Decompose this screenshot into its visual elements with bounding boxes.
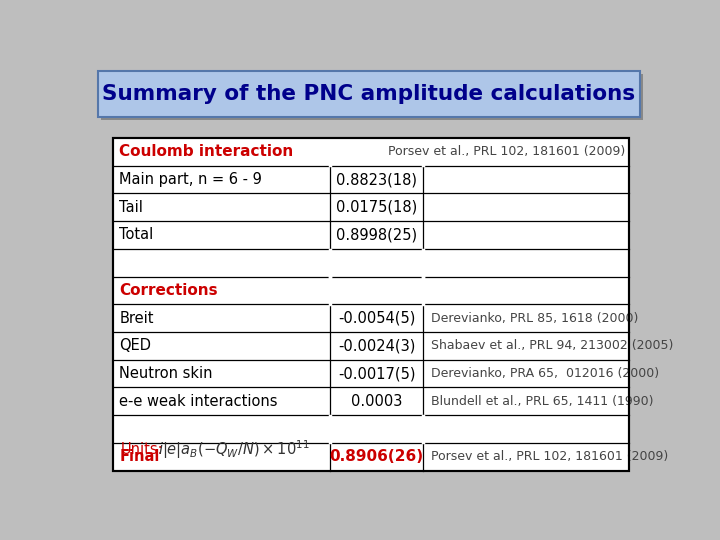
Text: 0.0003: 0.0003 bbox=[351, 394, 402, 409]
Text: Tail: Tail bbox=[120, 200, 143, 215]
Bar bbox=[113, 138, 629, 470]
Text: -0.0024(3): -0.0024(3) bbox=[338, 339, 415, 353]
Text: Main part, n = 6 - 9: Main part, n = 6 - 9 bbox=[120, 172, 262, 187]
Text: Breit: Breit bbox=[120, 310, 154, 326]
Bar bbox=[113, 138, 629, 470]
Text: Derevianko, PRA 65,  012016 (2000): Derevianko, PRA 65, 012016 (2000) bbox=[431, 367, 659, 380]
Text: e-e weak interactions: e-e weak interactions bbox=[120, 394, 278, 409]
Text: Blundell et al., PRL 65, 1411 (1990): Blundell et al., PRL 65, 1411 (1990) bbox=[431, 395, 654, 408]
Text: $i|e|a_B(-Q_W/N)\times10^{11}$: $i|e|a_B(-Q_W/N)\times10^{11}$ bbox=[158, 438, 310, 461]
Text: Units:: Units: bbox=[121, 442, 163, 457]
Text: Porsev et al., PRL 102, 181601 (2009): Porsev et al., PRL 102, 181601 (2009) bbox=[431, 450, 668, 463]
Text: Derevianko, PRL 85, 1618 (2000): Derevianko, PRL 85, 1618 (2000) bbox=[431, 312, 639, 325]
Text: 0.8906(26): 0.8906(26) bbox=[330, 449, 424, 464]
Text: 0.0175(18): 0.0175(18) bbox=[336, 200, 418, 215]
Bar bbox=[98, 71, 640, 117]
Text: Final: Final bbox=[120, 449, 160, 464]
Text: QED: QED bbox=[120, 339, 151, 353]
Text: Total: Total bbox=[120, 227, 153, 242]
Text: -0.0017(5): -0.0017(5) bbox=[338, 366, 415, 381]
Text: 0.8823(18): 0.8823(18) bbox=[336, 172, 418, 187]
Text: Porsev et al., PRL 102, 181601 (2009): Porsev et al., PRL 102, 181601 (2009) bbox=[387, 145, 625, 158]
Text: Corrections: Corrections bbox=[120, 283, 218, 298]
Text: Coulomb interaction: Coulomb interaction bbox=[120, 144, 294, 159]
Text: Neutron skin: Neutron skin bbox=[120, 366, 213, 381]
Bar bbox=[113, 138, 629, 470]
Bar bbox=[101, 74, 644, 120]
Text: -0.0054(5): -0.0054(5) bbox=[338, 310, 415, 326]
Text: Summary of the PNC amplitude calculations: Summary of the PNC amplitude calculation… bbox=[102, 84, 636, 104]
Text: 0.8998(25): 0.8998(25) bbox=[336, 227, 418, 242]
Text: Shabaev et al., PRL 94, 213002 (2005): Shabaev et al., PRL 94, 213002 (2005) bbox=[431, 339, 673, 353]
